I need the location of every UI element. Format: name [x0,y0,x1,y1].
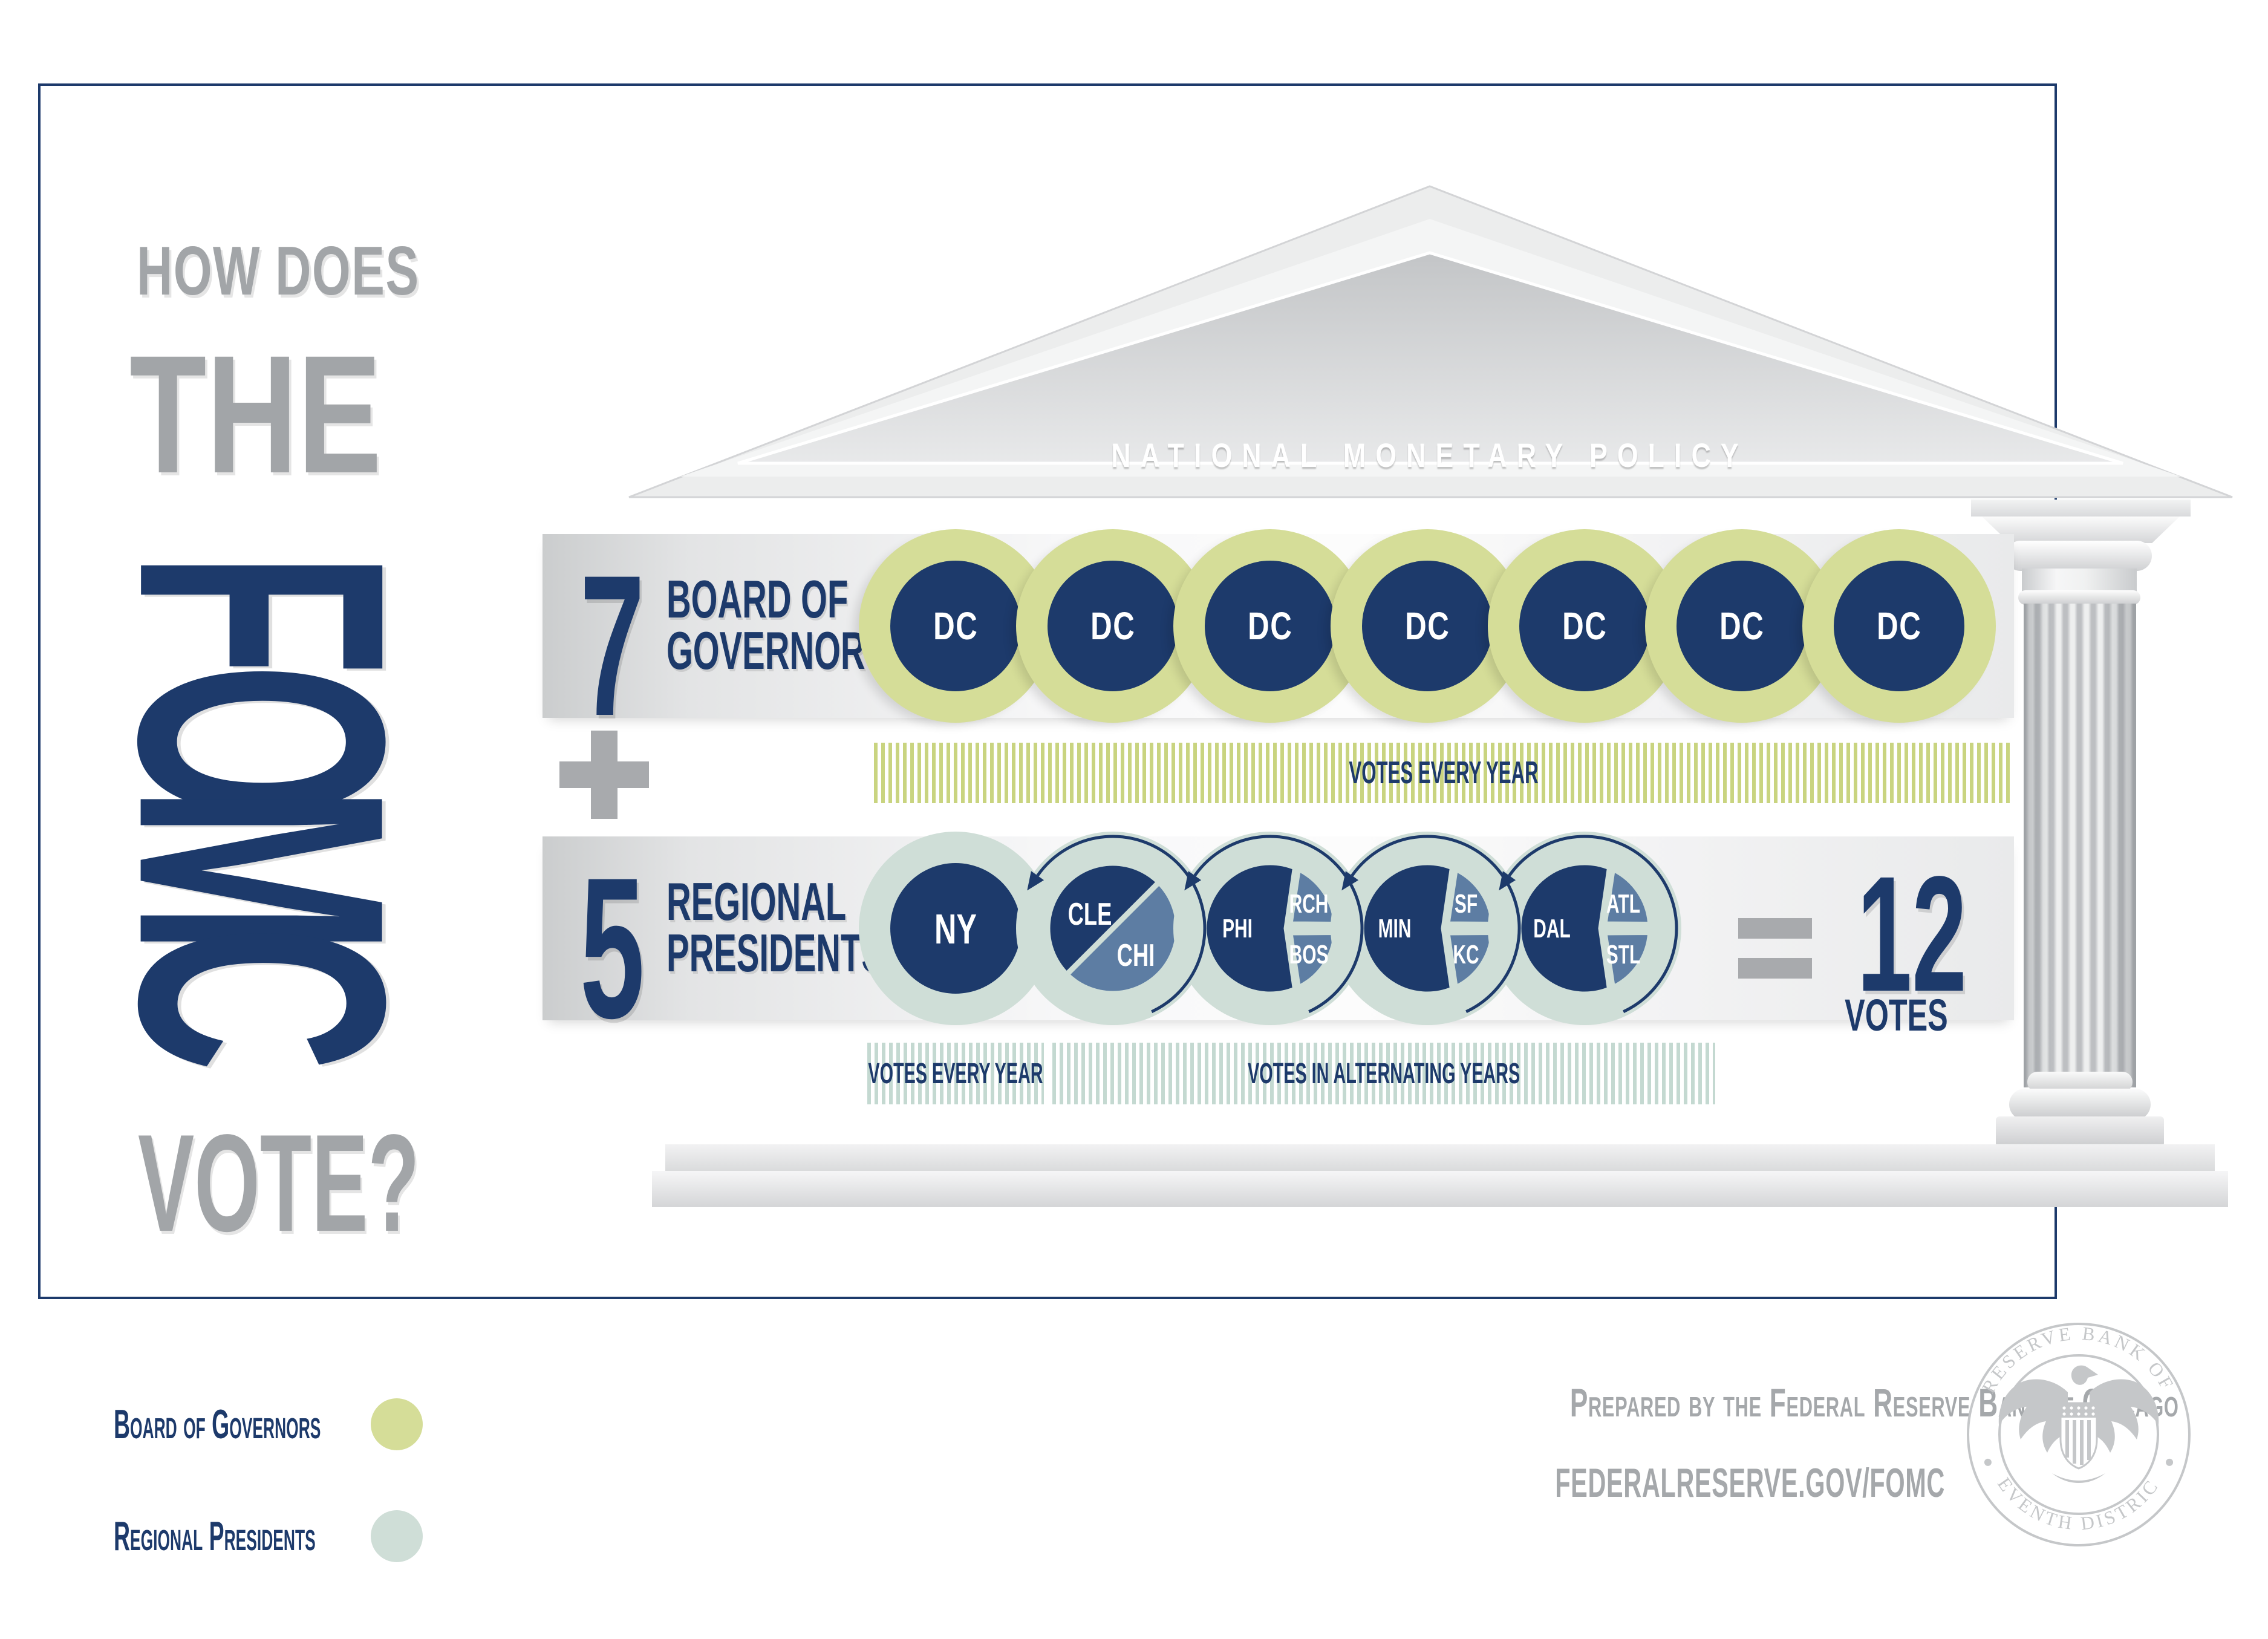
governor-circle-label: DC [1404,604,1450,648]
legend-swatch-regional [371,1510,423,1562]
governor-circle-label: DC [1562,604,1608,648]
governor-circle-label: DC [1876,604,1922,648]
regional-circle-label: DAL [1533,913,1570,943]
legend-label-governors: Board of Governors [114,1401,321,1447]
title-how-does: HOW DOES [137,233,420,310]
bank-seal-icon: FEDERAL RESERVE BANK OF CHICAGO SEVENTH … [1967,1323,2191,1546]
governor-circle-label: DC [1719,604,1765,648]
regional-circle-label: KC [1453,939,1479,969]
banner-votes-alternating-years: VOTES IN ALTERNATING YEARS [1052,1043,1715,1104]
regional-circle-label: MIN [1378,913,1412,943]
regional-circle-label: PHI [1222,913,1253,943]
banner-votes-every-year-governors: VOTES EVERY YEAR [874,743,2013,803]
governor-circle-label: DC [933,604,979,648]
regional-circle-label: CHI [1117,937,1155,973]
governor-circle-label: DC [1247,604,1293,648]
legend-label-regional: Regional Presidents [114,1513,316,1559]
result-number: 12 [1857,842,1967,1026]
building-step-lower [652,1171,2228,1207]
regional-circle-ny: NY [859,832,1052,1025]
title-fomc-letter: C [67,925,459,1072]
regional-circle-label: CLE [1068,896,1112,931]
governor-circle: DC [1173,529,1367,723]
governor-circle-label: DC [1090,604,1136,648]
regional-circle-label: BOS [1289,939,1329,969]
footer-prepared-by: Prepared by the Federal Reserve Bank of … [1569,1380,2179,1425]
legend-swatch-governors [371,1398,423,1450]
governor-circle: DC [1802,529,1996,723]
governors-label: BOARD OF GOVERNORS [666,569,888,681]
title-vote: VOTE? [138,1106,420,1260]
result-label: VOTES [1845,990,1948,1040]
governors-count: 7 [579,533,645,758]
regional-circle-dal-atl-stl: DAL ATL STL [1488,832,1681,1025]
regional-circle-label: ATL [1606,888,1640,918]
banner-votes-every-year-regional: VOTES EVERY YEAR [867,1043,1044,1104]
footer-url: federalreserve.gov/fomc [1555,1460,1945,1506]
governor-circle: DC [859,529,1052,723]
seal-eagle-icon [1998,1365,2159,1483]
regional-label: REGIONAL PRESIDENTS [666,872,884,983]
pediment-label: NATIONAL MONETARY POLICY [1111,436,1748,474]
building-step-upper [665,1144,2215,1171]
building-pediment-icon: NATIONAL MONETARY POLICY [628,185,2233,498]
title-the: THE [129,320,382,508]
regional-circle-label: NY [934,905,977,953]
regional-circle-label: SF [1455,888,1478,918]
regional-count: 5 [579,836,645,1060]
regional-circle-label: STL [1606,939,1640,969]
regional-circle-label: RCH [1289,888,1329,918]
governor-circle: DC [1488,529,1681,723]
governor-circle: DC [1016,529,1210,723]
